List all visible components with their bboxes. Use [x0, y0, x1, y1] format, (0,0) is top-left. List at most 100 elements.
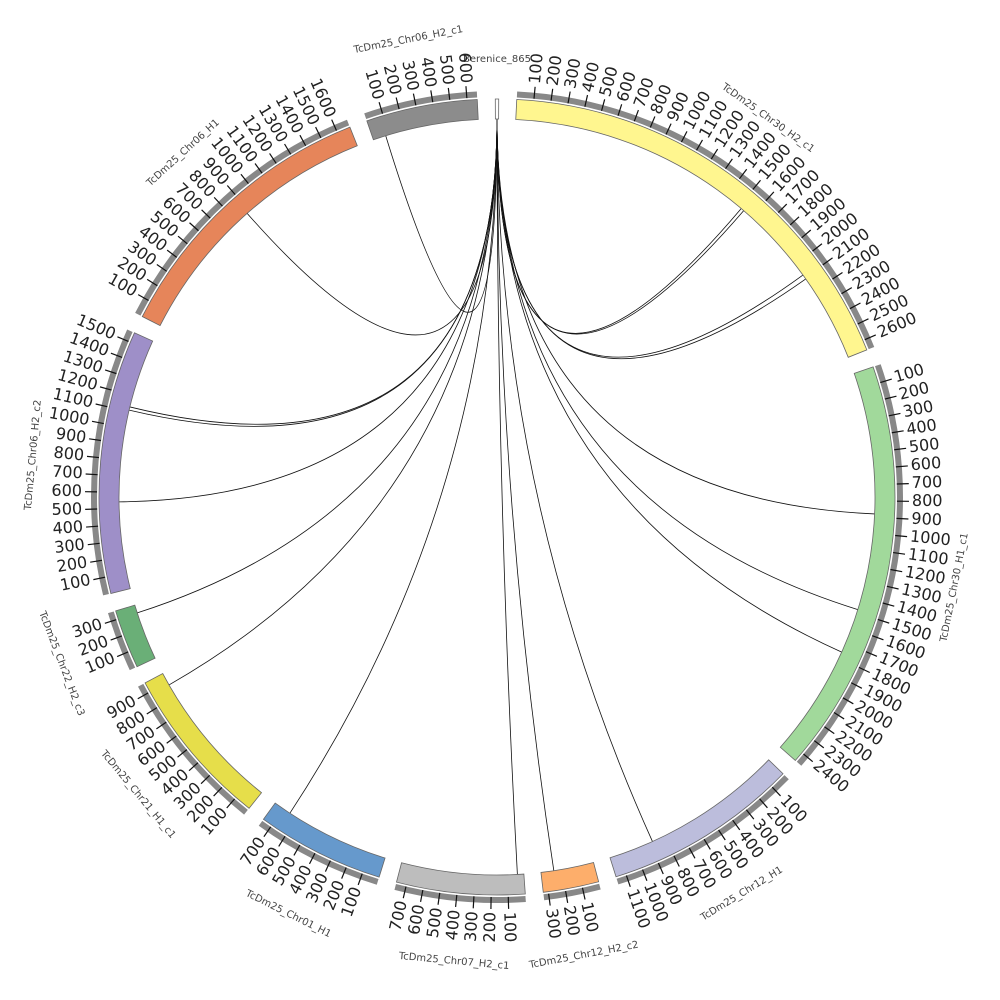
tick-label: 700 — [911, 472, 942, 492]
tick-mark — [430, 90, 434, 103]
chromosome-arc — [779, 366, 896, 762]
chromosome-arc — [540, 861, 600, 893]
tick-band — [516, 91, 875, 350]
tick-mark — [117, 336, 129, 342]
tick-mark — [86, 455, 100, 459]
link — [385, 118, 498, 313]
tick-mark — [116, 651, 129, 658]
tick-mark — [864, 334, 877, 341]
tick-mark — [841, 287, 853, 295]
tick-mark — [419, 889, 424, 902]
tick-mark — [156, 721, 167, 730]
chromosome-arc — [366, 99, 479, 141]
tick-mark — [801, 229, 812, 239]
tick-label: 700 — [52, 462, 84, 483]
tick-mark — [378, 102, 384, 114]
tick-mark — [745, 809, 755, 820]
tick-mark — [891, 430, 904, 434]
tick-mark — [812, 243, 823, 252]
tick-mark — [226, 185, 236, 195]
tick-band — [616, 775, 789, 885]
tick-mark — [110, 635, 123, 641]
tick-mark — [710, 148, 719, 160]
tick-mark — [886, 585, 899, 590]
tick-label: 500 — [51, 499, 82, 519]
tick-mark — [146, 278, 158, 287]
tick-mark — [87, 542, 100, 546]
tick-mark — [725, 158, 733, 170]
tick-band — [796, 364, 904, 766]
tick-mark — [104, 369, 117, 375]
tick-mark — [833, 711, 845, 720]
tick-band — [364, 91, 478, 119]
chromosome-arc — [141, 126, 358, 327]
tick-mark — [759, 798, 768, 809]
tick-mark — [842, 697, 854, 705]
tick-band — [258, 820, 379, 885]
tick-mark — [665, 123, 672, 135]
tick-mark — [412, 93, 417, 106]
tick-mark — [293, 844, 301, 856]
tick-mark — [357, 873, 363, 886]
tick-mark — [146, 707, 158, 715]
links — [119, 118, 875, 875]
tick-mark — [752, 179, 761, 190]
chromosome-arc — [494, 98, 500, 120]
chromosome-arc — [609, 759, 784, 878]
tick-mark — [893, 551, 906, 555]
link — [496, 118, 518, 875]
tick-mark — [765, 191, 775, 202]
chromosome-arc — [98, 332, 154, 594]
tick-label: 300 — [461, 911, 482, 943]
chromosome-arc — [115, 604, 156, 668]
tick-mark — [454, 894, 458, 907]
tick-mark — [263, 826, 272, 838]
tick-label: 900 — [55, 424, 88, 447]
chromosome-label: Berenice_865 — [463, 54, 531, 65]
tick-label: 600 — [455, 52, 476, 84]
tick-mark — [703, 838, 711, 850]
tick-mark — [550, 88, 554, 101]
tick-mark — [890, 568, 903, 573]
tick-mark — [777, 203, 788, 214]
tick-mark — [896, 517, 909, 520]
tick-mark — [201, 209, 211, 219]
link — [496, 118, 842, 653]
tick-mark — [177, 235, 188, 245]
tick-band — [394, 884, 526, 904]
tick-mark — [832, 272, 843, 280]
tick-label: 100 — [500, 912, 520, 943]
tick-mark — [254, 163, 263, 174]
tick-label: 400 — [442, 909, 464, 941]
tick-mark — [299, 134, 307, 147]
tick-label: 900 — [911, 509, 943, 530]
chromosome-label: TcDm25_Chr06_H2_c1 — [352, 24, 464, 56]
tick-mark — [581, 887, 586, 900]
chromosome-arc — [144, 672, 263, 809]
tick-mark — [177, 749, 188, 758]
tick-label: 800 — [912, 491, 943, 510]
tick-mark — [688, 847, 696, 859]
chromosome-label: TcDm25_Chr12_H2_c2 — [527, 940, 639, 972]
link — [496, 118, 875, 515]
tick-label: 200 — [55, 552, 88, 576]
link — [129, 118, 498, 425]
tick-mark — [718, 829, 726, 841]
tick-mark — [803, 753, 814, 763]
link — [289, 118, 498, 814]
tick-mark — [269, 153, 277, 164]
tick-mark — [895, 534, 908, 538]
tick-mark — [189, 222, 199, 232]
tick-mark — [600, 99, 606, 112]
tick-label: 400 — [417, 56, 441, 89]
chromosome-arc — [396, 862, 526, 896]
tick-mark — [584, 94, 589, 107]
tick-mark — [91, 420, 104, 425]
tick-label: 300 — [542, 907, 565, 940]
tick-label: 600 — [51, 481, 82, 500]
tick-label: 500 — [436, 53, 458, 86]
tick-mark — [533, 86, 536, 99]
tick-mark — [789, 216, 800, 226]
tick-label: 800 — [53, 443, 85, 465]
tick-mark — [166, 735, 177, 744]
